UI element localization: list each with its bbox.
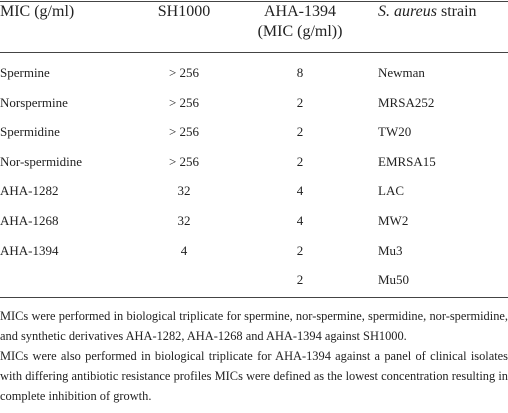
- table-cell: > 256: [168, 65, 200, 80]
- table-cell: Spermidine: [0, 124, 60, 140]
- table-cell: EMRSA15: [378, 153, 436, 169]
- table-cell: MW2: [378, 213, 409, 228]
- table-cell: 8: [296, 65, 304, 80]
- table-cell: 2: [296, 94, 304, 110]
- table-cell: Spermine: [0, 65, 50, 80]
- header-word: strain: [440, 3, 477, 20]
- notes: MICs were performed in biological tripli…: [0, 306, 508, 406]
- header-cell: S. aureus strain: [378, 2, 477, 22]
- table-cell: 32: [177, 213, 191, 228]
- table-cell: AHA-1394: [0, 242, 59, 258]
- table-cell: AHA-1282: [0, 183, 59, 199]
- header-cell: SH1000: [157, 3, 211, 20]
- table-cell: Norspermine: [0, 94, 68, 110]
- table-cell: > 256: [168, 94, 200, 110]
- bottom-rule: [0, 297, 508, 298]
- top-rule: [0, 1, 508, 2]
- header-rule: [0, 52, 508, 53]
- table-cell: Mu3: [378, 242, 403, 258]
- table-cell: LAC: [378, 183, 404, 199]
- table-cell: Nor-spermidine: [0, 153, 83, 169]
- table-cell: 32: [177, 183, 191, 199]
- header-line: AHA-1394: [264, 3, 336, 20]
- table-cell: AHA-1268: [0, 213, 59, 228]
- header-line: (MIC (g/ml)): [257, 23, 343, 40]
- table-cell: 2: [296, 153, 304, 169]
- table-cell: MRSA252: [378, 94, 435, 110]
- header-cell: AHA-1394 (MIC (g/ml)): [258, 2, 343, 42]
- note: MICs were also performed in biological t…: [0, 349, 508, 403]
- table-cell: 2: [296, 124, 304, 140]
- table-cell: Newman: [378, 65, 425, 80]
- table-cell: > 256: [168, 153, 200, 169]
- table-cell: TW20: [378, 124, 412, 140]
- note: MICs were performed in biological tripli…: [0, 309, 508, 343]
- table-cell: > 256: [168, 124, 200, 140]
- header-cell: MIC (g/ml): [0, 3, 75, 20]
- table-cell: 4: [296, 183, 304, 199]
- table-cell: 4: [296, 213, 304, 228]
- table-cell: Mu50: [378, 272, 410, 288]
- table-cell: 2: [296, 242, 304, 258]
- table-cell: 4: [180, 242, 188, 258]
- species: S. aureus: [378, 3, 437, 20]
- table-cell: 2: [296, 272, 304, 288]
